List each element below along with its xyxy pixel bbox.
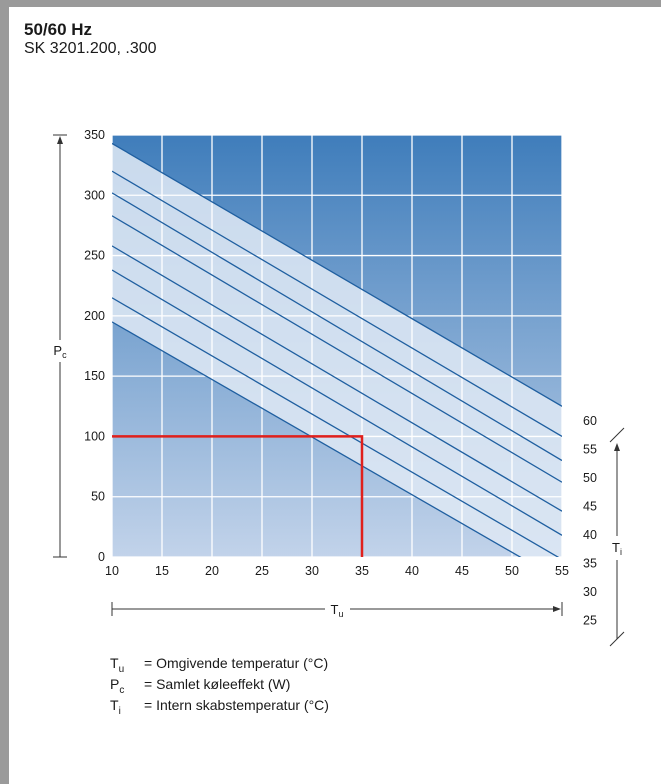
page-subtitle: SK 3201.200, .300: [24, 40, 157, 57]
page-title: 50/60 Hz: [24, 20, 93, 39]
series-line-40: [112, 245, 562, 512]
ti-tick-label: 35: [583, 557, 597, 571]
ti-band: [112, 143, 562, 557]
legend-text: = Samlet køleeffekt (W): [144, 676, 291, 692]
pc-axis-arrow: [57, 136, 63, 144]
y-tick-label: 350: [84, 128, 105, 142]
legend-symbol: Tu: [110, 655, 125, 675]
x-tick-label: 10: [105, 564, 119, 578]
legend-item: Tu = Omgivende temperatur (°C): [110, 655, 328, 675]
x-tick-label: 30: [305, 564, 319, 578]
ti-axis-arrow: [614, 443, 620, 451]
x-tick-label: 20: [205, 564, 219, 578]
y-tick-label: 150: [84, 369, 105, 383]
ti-tick-label: 55: [583, 443, 597, 457]
y-tick-label: 200: [84, 309, 105, 323]
x-tick-label: 15: [155, 564, 169, 578]
ti-axis-label: Ti: [612, 540, 622, 557]
tu-axis-arrow: [553, 606, 561, 612]
x-tick-label: 50: [505, 564, 519, 578]
y-axis-label: Pc: [53, 343, 67, 360]
y-tick-label: 0: [98, 550, 105, 564]
ti-tick-label: 25: [583, 614, 597, 628]
reference-line: [112, 435, 364, 557]
y-tick-label: 50: [91, 490, 105, 504]
ti-tick-label: 30: [583, 585, 597, 599]
legend-symbol: Ti: [110, 697, 121, 717]
ti-tick-label: 60: [583, 414, 597, 428]
x-tick-label: 45: [455, 564, 469, 578]
x-axis-label: Tu: [331, 602, 344, 619]
legend-symbol: Pc: [110, 676, 125, 696]
y-tick-label: 250: [84, 249, 105, 263]
ti-tick-label: 40: [583, 528, 597, 542]
series-line-55: [112, 170, 562, 437]
series-line-25: [112, 321, 522, 557]
x-tick-label: 25: [255, 564, 269, 578]
series-line-35: [112, 269, 562, 536]
series-line-30: [112, 297, 560, 557]
x-tick-label: 55: [555, 564, 569, 578]
legend-item: Pc = Samlet køleeffekt (W): [110, 676, 290, 696]
ti-tick-label: 45: [583, 500, 597, 514]
series-line-45: [112, 215, 562, 483]
y-tick-label: 100: [84, 429, 105, 443]
ti-tick-label: 50: [583, 471, 597, 485]
legend-text: = Intern skabstemperatur (°C): [144, 697, 329, 713]
x-tick-label: 35: [355, 564, 369, 578]
series-line-60: [112, 142, 562, 407]
legend-text: = Omgivende temperatur (°C): [144, 655, 329, 671]
y-tick-label: 300: [84, 188, 105, 202]
series-line-50: [112, 192, 562, 462]
legend-item: Ti = Intern skabstemperatur (°C): [110, 697, 329, 717]
x-tick-label: 40: [405, 564, 419, 578]
ti-axis-cap-top: [609, 427, 625, 443]
